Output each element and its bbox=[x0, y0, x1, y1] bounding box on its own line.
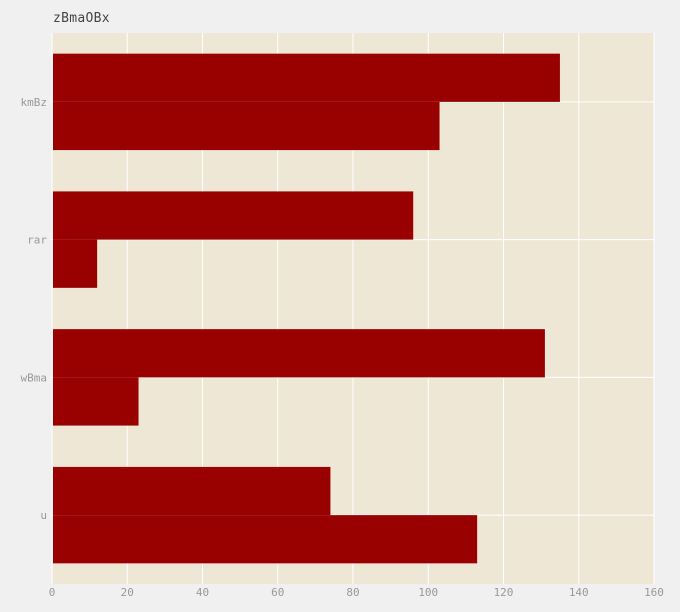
bar bbox=[53, 377, 139, 426]
y-tick-label: wBma bbox=[21, 371, 48, 384]
x-tick-label: 160 bbox=[644, 586, 664, 599]
x-tick-label: 100 bbox=[418, 586, 438, 599]
chart-title: zBmaOBx bbox=[53, 11, 110, 26]
bar bbox=[53, 101, 440, 151]
bar bbox=[53, 466, 331, 516]
bar bbox=[53, 329, 545, 378]
x-tick-label: 40 bbox=[196, 586, 209, 599]
x-tick-label: 140 bbox=[569, 586, 589, 599]
bar bbox=[53, 191, 414, 240]
x-tick-labels: 0 20 40 60 80 100 120 140 160 bbox=[49, 586, 664, 599]
x-tick-label: 20 bbox=[121, 586, 134, 599]
bars bbox=[53, 53, 560, 564]
bar bbox=[53, 53, 560, 102]
x-tick-label: 0 bbox=[49, 586, 56, 599]
x-tick-label: 80 bbox=[346, 586, 359, 599]
y-tick-labels: u wBma rar kmBz bbox=[21, 96, 48, 522]
x-tick-label: 60 bbox=[271, 586, 284, 599]
y-tick-label: rar bbox=[27, 234, 47, 247]
x-tick-label: 120 bbox=[494, 586, 514, 599]
y-tick-label: u bbox=[40, 509, 47, 522]
bar bbox=[53, 515, 478, 564]
y-tick-label: kmBz bbox=[21, 96, 48, 109]
bar bbox=[53, 239, 98, 288]
